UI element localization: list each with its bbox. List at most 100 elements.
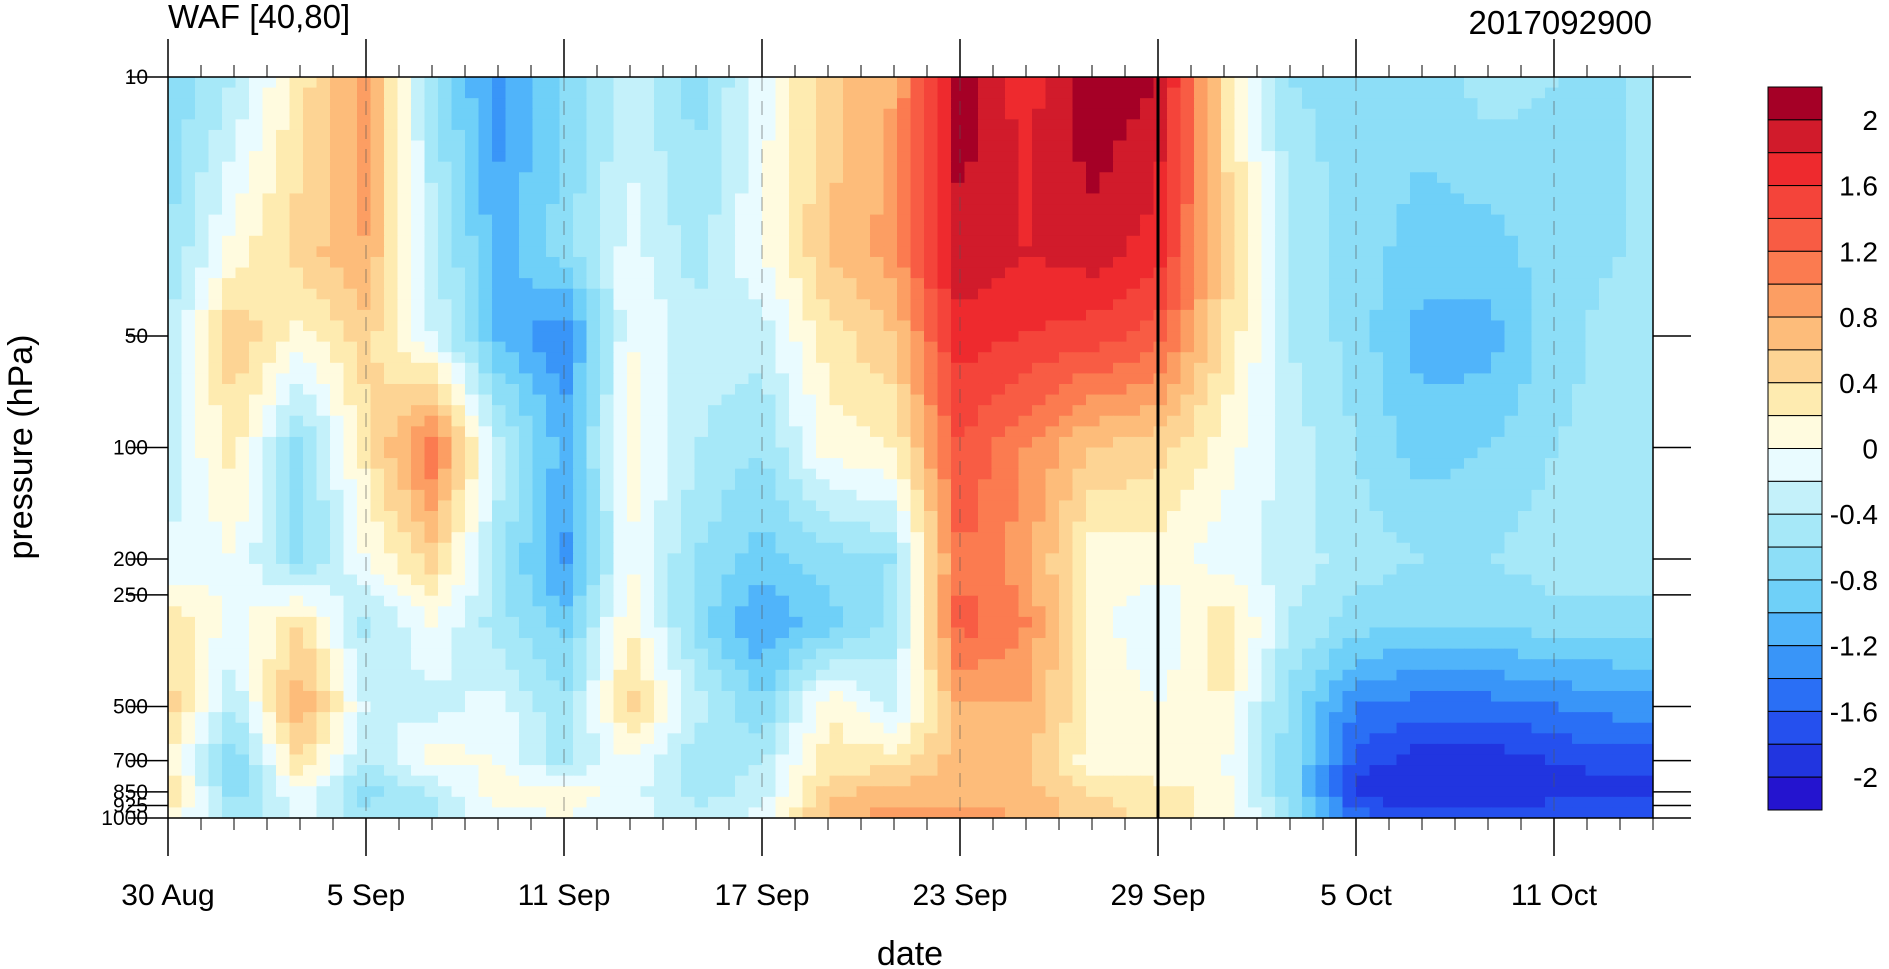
contour-cell (195, 468, 210, 480)
contour-cell (1275, 299, 1290, 311)
contour-cell (924, 352, 939, 364)
contour-cell (1261, 341, 1276, 353)
contour-cell (1275, 542, 1290, 554)
contour-cell (1477, 500, 1492, 512)
contour-cell (1626, 278, 1641, 290)
contour-cell (1099, 394, 1114, 406)
contour-cell (465, 458, 480, 470)
contour-cell (627, 214, 642, 226)
contour-cell (1396, 108, 1411, 120)
contour-cell (519, 479, 534, 491)
contour-cell (1518, 521, 1533, 533)
contour-cell (384, 182, 399, 195)
contour-cell (735, 521, 750, 533)
contour-cell (289, 458, 304, 470)
contour-cell (1288, 235, 1303, 247)
contour-cell (951, 479, 966, 491)
contour-cell (289, 373, 304, 385)
contour-cell (694, 383, 709, 396)
contour-cell (316, 193, 331, 205)
contour-cell (1342, 119, 1357, 131)
contour-cell (1369, 436, 1384, 449)
contour-cell (856, 436, 871, 449)
contour-cell (1342, 415, 1357, 427)
contour-cell (1005, 479, 1020, 491)
contour-cell (1558, 426, 1573, 438)
contour-cell (1086, 458, 1101, 470)
contour-cell (1086, 511, 1101, 523)
contour-cell (330, 458, 345, 470)
contour-cell (276, 87, 291, 99)
contour-cell (681, 331, 696, 343)
contour-cell (883, 225, 898, 237)
contour-cell (1221, 331, 1236, 343)
contour-cell (1612, 362, 1627, 374)
contour-cell (1410, 394, 1425, 406)
contour-cell (249, 500, 264, 512)
contour-cell (1572, 489, 1587, 502)
contour-cell (1045, 511, 1060, 523)
contour-cell (438, 383, 453, 396)
contour-cell (1032, 362, 1047, 374)
contour-cell (1342, 98, 1357, 110)
contour-cell (1207, 436, 1222, 449)
contour-cell (1126, 151, 1141, 163)
contour-cell (816, 98, 831, 110)
contour-cell (1140, 489, 1155, 502)
contour-cell (1369, 119, 1384, 131)
contour-cell (235, 341, 250, 353)
contour-cell (262, 415, 277, 427)
contour-cell (1558, 119, 1573, 131)
contour-cell (573, 320, 588, 332)
contour-cell (613, 511, 628, 523)
contour-cell (1342, 511, 1357, 523)
contour-cell (1477, 405, 1492, 417)
contour-cell (1248, 309, 1263, 322)
contour-cell (1207, 87, 1222, 99)
contour-cell (910, 436, 925, 449)
contour-cell (870, 299, 885, 311)
contour-cell (1288, 436, 1303, 449)
contour-cell (802, 235, 817, 247)
contour-cell (478, 511, 493, 523)
contour-cell (1126, 129, 1141, 142)
contour-cell (546, 542, 561, 554)
contour-cell (1356, 87, 1371, 99)
contour-cell (978, 151, 993, 163)
contour-cell (370, 436, 385, 449)
contour-cell (532, 447, 547, 459)
contour-cell (370, 479, 385, 491)
contour-cell (843, 415, 858, 427)
contour-cell (168, 108, 183, 120)
contour-cell (735, 362, 750, 374)
contour-cell (1410, 415, 1425, 427)
contour-cell (1153, 140, 1168, 152)
contour-cell (1194, 521, 1209, 533)
contour-cell (978, 214, 993, 226)
contour-cell (573, 352, 588, 364)
contour-cell (667, 278, 682, 290)
contour-cell (208, 108, 223, 120)
contour-cell (1491, 193, 1506, 205)
contour-cell (1558, 341, 1573, 353)
contour-cell (303, 256, 318, 269)
contour-cell (1504, 98, 1519, 110)
contour-cell (640, 235, 655, 247)
contour-cell (1585, 267, 1600, 279)
contour-cell (262, 98, 277, 110)
contour-cell (1315, 489, 1330, 502)
contour-cell (451, 468, 466, 480)
contour-cell (1221, 500, 1236, 512)
contour-cell (681, 394, 696, 406)
contour-cell (438, 278, 453, 290)
contour-cell (775, 458, 790, 470)
contour-cell (1342, 161, 1357, 173)
contour-cell (870, 225, 885, 237)
contour-cell (208, 341, 223, 353)
contour-cell (1099, 87, 1114, 99)
contour-cell (316, 415, 331, 427)
contour-cell (478, 108, 493, 120)
contour-cell (1383, 436, 1398, 449)
contour-cell (991, 77, 1006, 89)
contour-cell (559, 489, 574, 502)
